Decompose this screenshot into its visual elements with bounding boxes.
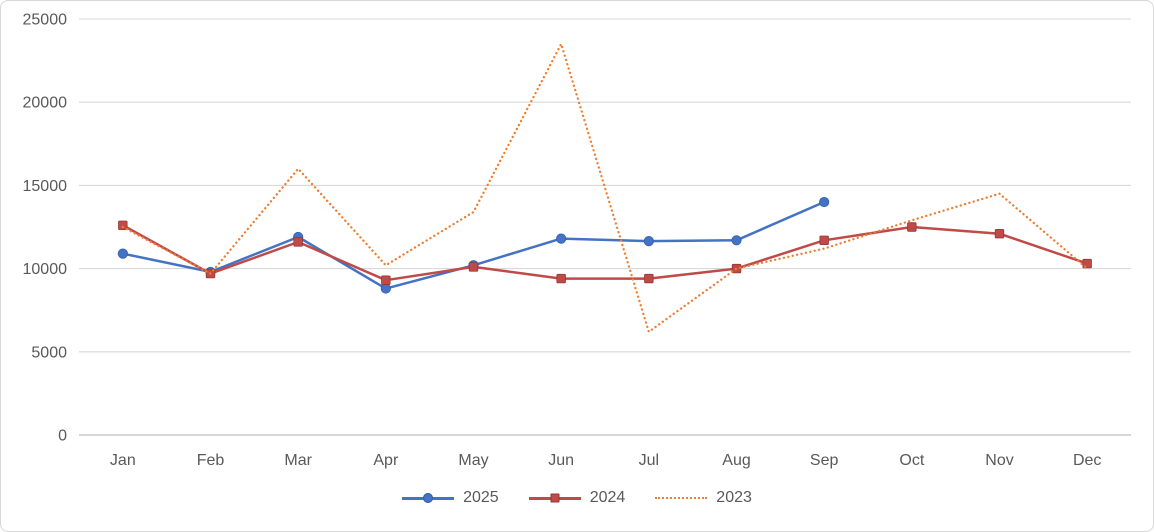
legend-item-2024: 2024: [528, 489, 626, 506]
data-point-marker-2024: [556, 273, 566, 284]
x-axis-tick-label: Apr: [373, 452, 399, 469]
dotted-line-icon: [655, 497, 708, 499]
x-axis-tick-label: Jul: [639, 452, 659, 469]
legend-label-2024: 2024: [589, 489, 626, 506]
data-point-marker-2024: [819, 235, 829, 246]
chart-legend: 2025 2024 2023: [1, 487, 1153, 509]
data-point-marker-2024: [644, 273, 654, 284]
x-axis-tick-label: Aug: [722, 452, 750, 469]
x-axis-tick-label: Sep: [810, 452, 839, 469]
y-axis-tick-label: 15000: [23, 178, 68, 195]
square-marker-icon: [550, 493, 560, 503]
legend-label-2023: 2023: [716, 489, 752, 506]
legend-line-sample-solid: [528, 492, 581, 504]
x-axis-tick-label: Nov: [985, 452, 1013, 469]
x-axis-tick-label: Mar: [284, 452, 312, 469]
y-axis-tick-label: 10000: [23, 261, 68, 278]
x-axis-tick-label: May: [458, 452, 488, 469]
x-axis-tick-label: Jan: [110, 452, 136, 469]
legend-item-2025: 2025: [402, 490, 499, 506]
data-point-marker-2025: [117, 248, 128, 259]
legend-line-sample-solid: [402, 492, 455, 504]
data-point-marker-2025: [643, 236, 654, 247]
circle-marker-icon: [423, 493, 434, 503]
x-axis-tick-label: Dec: [1073, 452, 1101, 469]
series-line-2025: [122, 200, 825, 290]
y-axis-tick-label: 0: [58, 428, 67, 445]
data-point-marker-2024: [293, 237, 303, 247]
x-axis-tick-label: Oct: [899, 452, 924, 469]
data-point-marker-2024: [907, 222, 917, 232]
data-point-marker-2025: [556, 233, 567, 244]
data-point-marker-2025: [380, 283, 391, 294]
data-point-marker-2025: [731, 235, 742, 246]
data-point-marker-2024: [118, 220, 128, 231]
series-line-2023: [121, 42, 1089, 333]
y-axis-tick-label: 25000: [23, 12, 68, 29]
legend-line-sample-dotted: [655, 492, 708, 504]
data-point-marker-2025: [819, 196, 830, 208]
data-point-marker-2024: [381, 275, 391, 285]
series-line-2024: [122, 224, 1088, 282]
data-point-marker-2024: [994, 228, 1005, 239]
legend-label-2025: 2025: [463, 489, 499, 506]
data-point-marker-2024: [468, 262, 479, 272]
y-axis-tick-label: 5000: [31, 344, 67, 361]
legend-item-2023: 2023: [655, 490, 752, 506]
x-axis-tick-label: Jun: [548, 452, 574, 469]
x-axis-tick-label: Feb: [197, 452, 225, 469]
y-axis-tick-label: 20000: [23, 95, 68, 112]
